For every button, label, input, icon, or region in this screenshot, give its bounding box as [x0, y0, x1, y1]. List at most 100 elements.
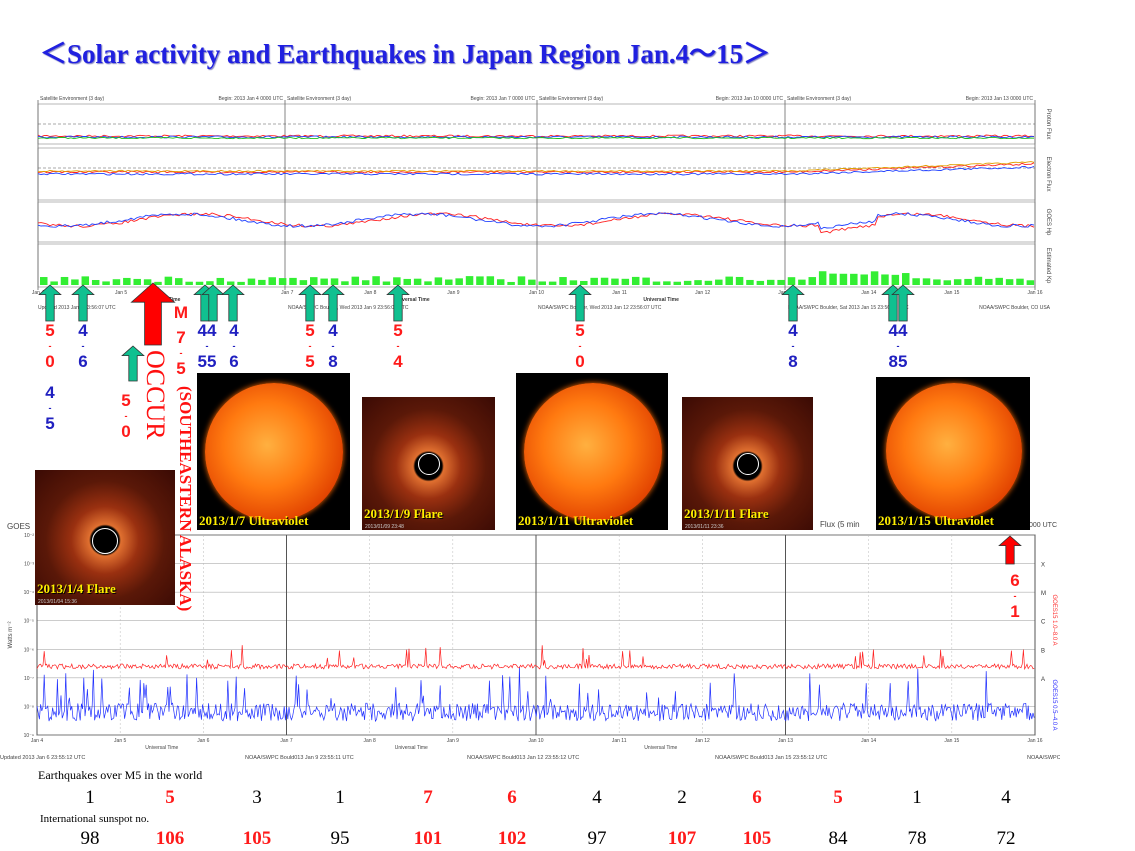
kp-bar: [112, 279, 121, 285]
kp-bar: [756, 280, 765, 285]
x-tick-label: Jan 5: [115, 290, 127, 296]
quake-arrow: [38, 284, 62, 322]
long-wavelength-line: [36, 645, 1035, 671]
axis-label: Universal Time: [643, 297, 679, 303]
sunspot-number: 106: [155, 828, 185, 849]
kp-bar: [943, 280, 952, 285]
satellite-environment-chart: Proton Flux Electron Flux GOES Hp Estimated…: [32, 96, 1051, 311]
magnitude-integer: 5: [393, 321, 403, 340]
decimal-mark: -: [578, 341, 582, 351]
kp-bar: [901, 273, 910, 285]
kp-bar: [351, 276, 360, 285]
kp-bar: [175, 278, 183, 285]
sunspot-number: 105: [742, 828, 772, 849]
kp-bar: [517, 276, 526, 285]
kp-bar: [278, 278, 287, 285]
kp-bar: [382, 281, 391, 285]
magnitude-decimal: 5: [176, 359, 186, 378]
x-tick-label: Jan 8: [364, 290, 376, 296]
series-label-short: GOES15 0.5–4.0 A: [1051, 679, 1057, 730]
quake-arrow: [221, 284, 245, 322]
header-text: Begin: 2013 Jan 10 0000 UTC: [716, 96, 784, 102]
kp-bar: [766, 279, 775, 285]
kp-bar: [995, 277, 1003, 285]
kp-bar: [341, 281, 349, 285]
magnitude-decimal: 5: [45, 414, 55, 433]
kp-bar: [424, 281, 432, 285]
magnitude-decimal: 0: [45, 352, 55, 371]
x-tick-label: Jan 15: [944, 738, 959, 744]
panel-label: Estimated Kp: [1045, 248, 1051, 284]
proton-line: [37, 135, 1035, 139]
kp-bar: [445, 279, 453, 285]
earthquake-magnitude-label: 44-85: [883, 318, 913, 374]
magnitude-decimal: 8: [788, 352, 798, 371]
earthquake-count: 2: [677, 787, 687, 808]
kp-bar: [195, 281, 204, 285]
earthquake-count: 3: [252, 787, 262, 808]
sunspot-number: 97: [587, 828, 607, 849]
kp-bar: [299, 280, 308, 285]
magnitude-decimal: 1: [1010, 602, 1020, 621]
x-tick-label: Jan 14: [861, 738, 876, 744]
magnitude-integer: 44: [888, 321, 908, 340]
footer-text: Updated 2013 Jan 6 23:56:07 UTC: [38, 305, 116, 311]
kp-bar: [133, 278, 141, 285]
kp-bar: [310, 277, 318, 285]
kp-bar: [922, 278, 931, 285]
electron-line: [37, 161, 1035, 173]
kp-bar: [580, 280, 588, 285]
x-tick-label: Jan 15: [944, 290, 959, 296]
y-axis-label: Watts m⁻²: [8, 622, 14, 649]
panel-label: GOES Hp: [1045, 209, 1051, 236]
kp-bar: [860, 274, 868, 285]
x-tick-label: Jan 13: [778, 738, 793, 744]
kp-bar: [538, 281, 546, 285]
kp-bar: [507, 281, 515, 285]
kp-bar: [455, 278, 463, 285]
kp-bar: [434, 277, 443, 285]
kp-bar: [361, 280, 370, 285]
kp-bar: [694, 280, 702, 285]
magnitude-prefix: M: [173, 303, 189, 322]
magnitude-integer: 5: [121, 391, 131, 410]
kp-bar: [486, 276, 495, 285]
major-quake-arrow: [130, 282, 176, 346]
kp-bar: [320, 278, 328, 285]
y-tick-label: 10⁻³: [24, 562, 34, 568]
kp-bar: [268, 277, 276, 285]
hp-line: [37, 212, 1035, 230]
header-left: GOES: [7, 522, 30, 531]
kp-bar: [798, 279, 806, 285]
x-tick-label: Jan 10: [529, 290, 544, 296]
quake-arrow: [321, 284, 345, 322]
kp-bar: [642, 277, 650, 285]
footer-text: NOAA/SWPC Boulder, Wed 2013 Jan 12 23:56…: [538, 305, 662, 311]
ultraviolet-image-jan11: 2013/1/11 Ultraviolet: [516, 373, 668, 530]
kp-bar: [673, 281, 682, 285]
earthquake-count: 4: [592, 787, 602, 808]
earthquake-row-label: Earthquakes over M5 in the world: [38, 768, 203, 782]
kp-bar: [839, 273, 848, 285]
magnitude-integer: 44: [197, 321, 217, 340]
kp-bar: [829, 273, 837, 285]
magnitude-integer: 5: [575, 321, 585, 340]
y-tick-label: 10⁻⁷: [24, 676, 34, 682]
earthquake-count: 6: [752, 787, 762, 808]
kp-bar: [372, 276, 380, 285]
x-tick-label: Jan 9: [447, 290, 459, 296]
earthquake-magnitude-label: 4-6: [223, 318, 245, 374]
earthquake-magnitude-label: 5-0: [569, 318, 591, 374]
magnitude-integer: 6: [1010, 571, 1020, 590]
kp-bar: [850, 273, 858, 285]
kp-bar: [226, 281, 235, 285]
header-text: Satellite Environment (3 day): [787, 96, 852, 102]
kp-bar: [393, 277, 401, 285]
decimal-mark: -: [1013, 591, 1017, 601]
kp-bar: [735, 276, 744, 285]
kp-bar: [476, 276, 484, 285]
earthquake-count: 5: [833, 787, 843, 808]
electron-line: [37, 165, 1035, 176]
footer-text: NOAA/SWPC Boulder, Wed 2013 Jan 9 23:56:…: [288, 305, 409, 311]
kp-bar: [891, 274, 900, 285]
